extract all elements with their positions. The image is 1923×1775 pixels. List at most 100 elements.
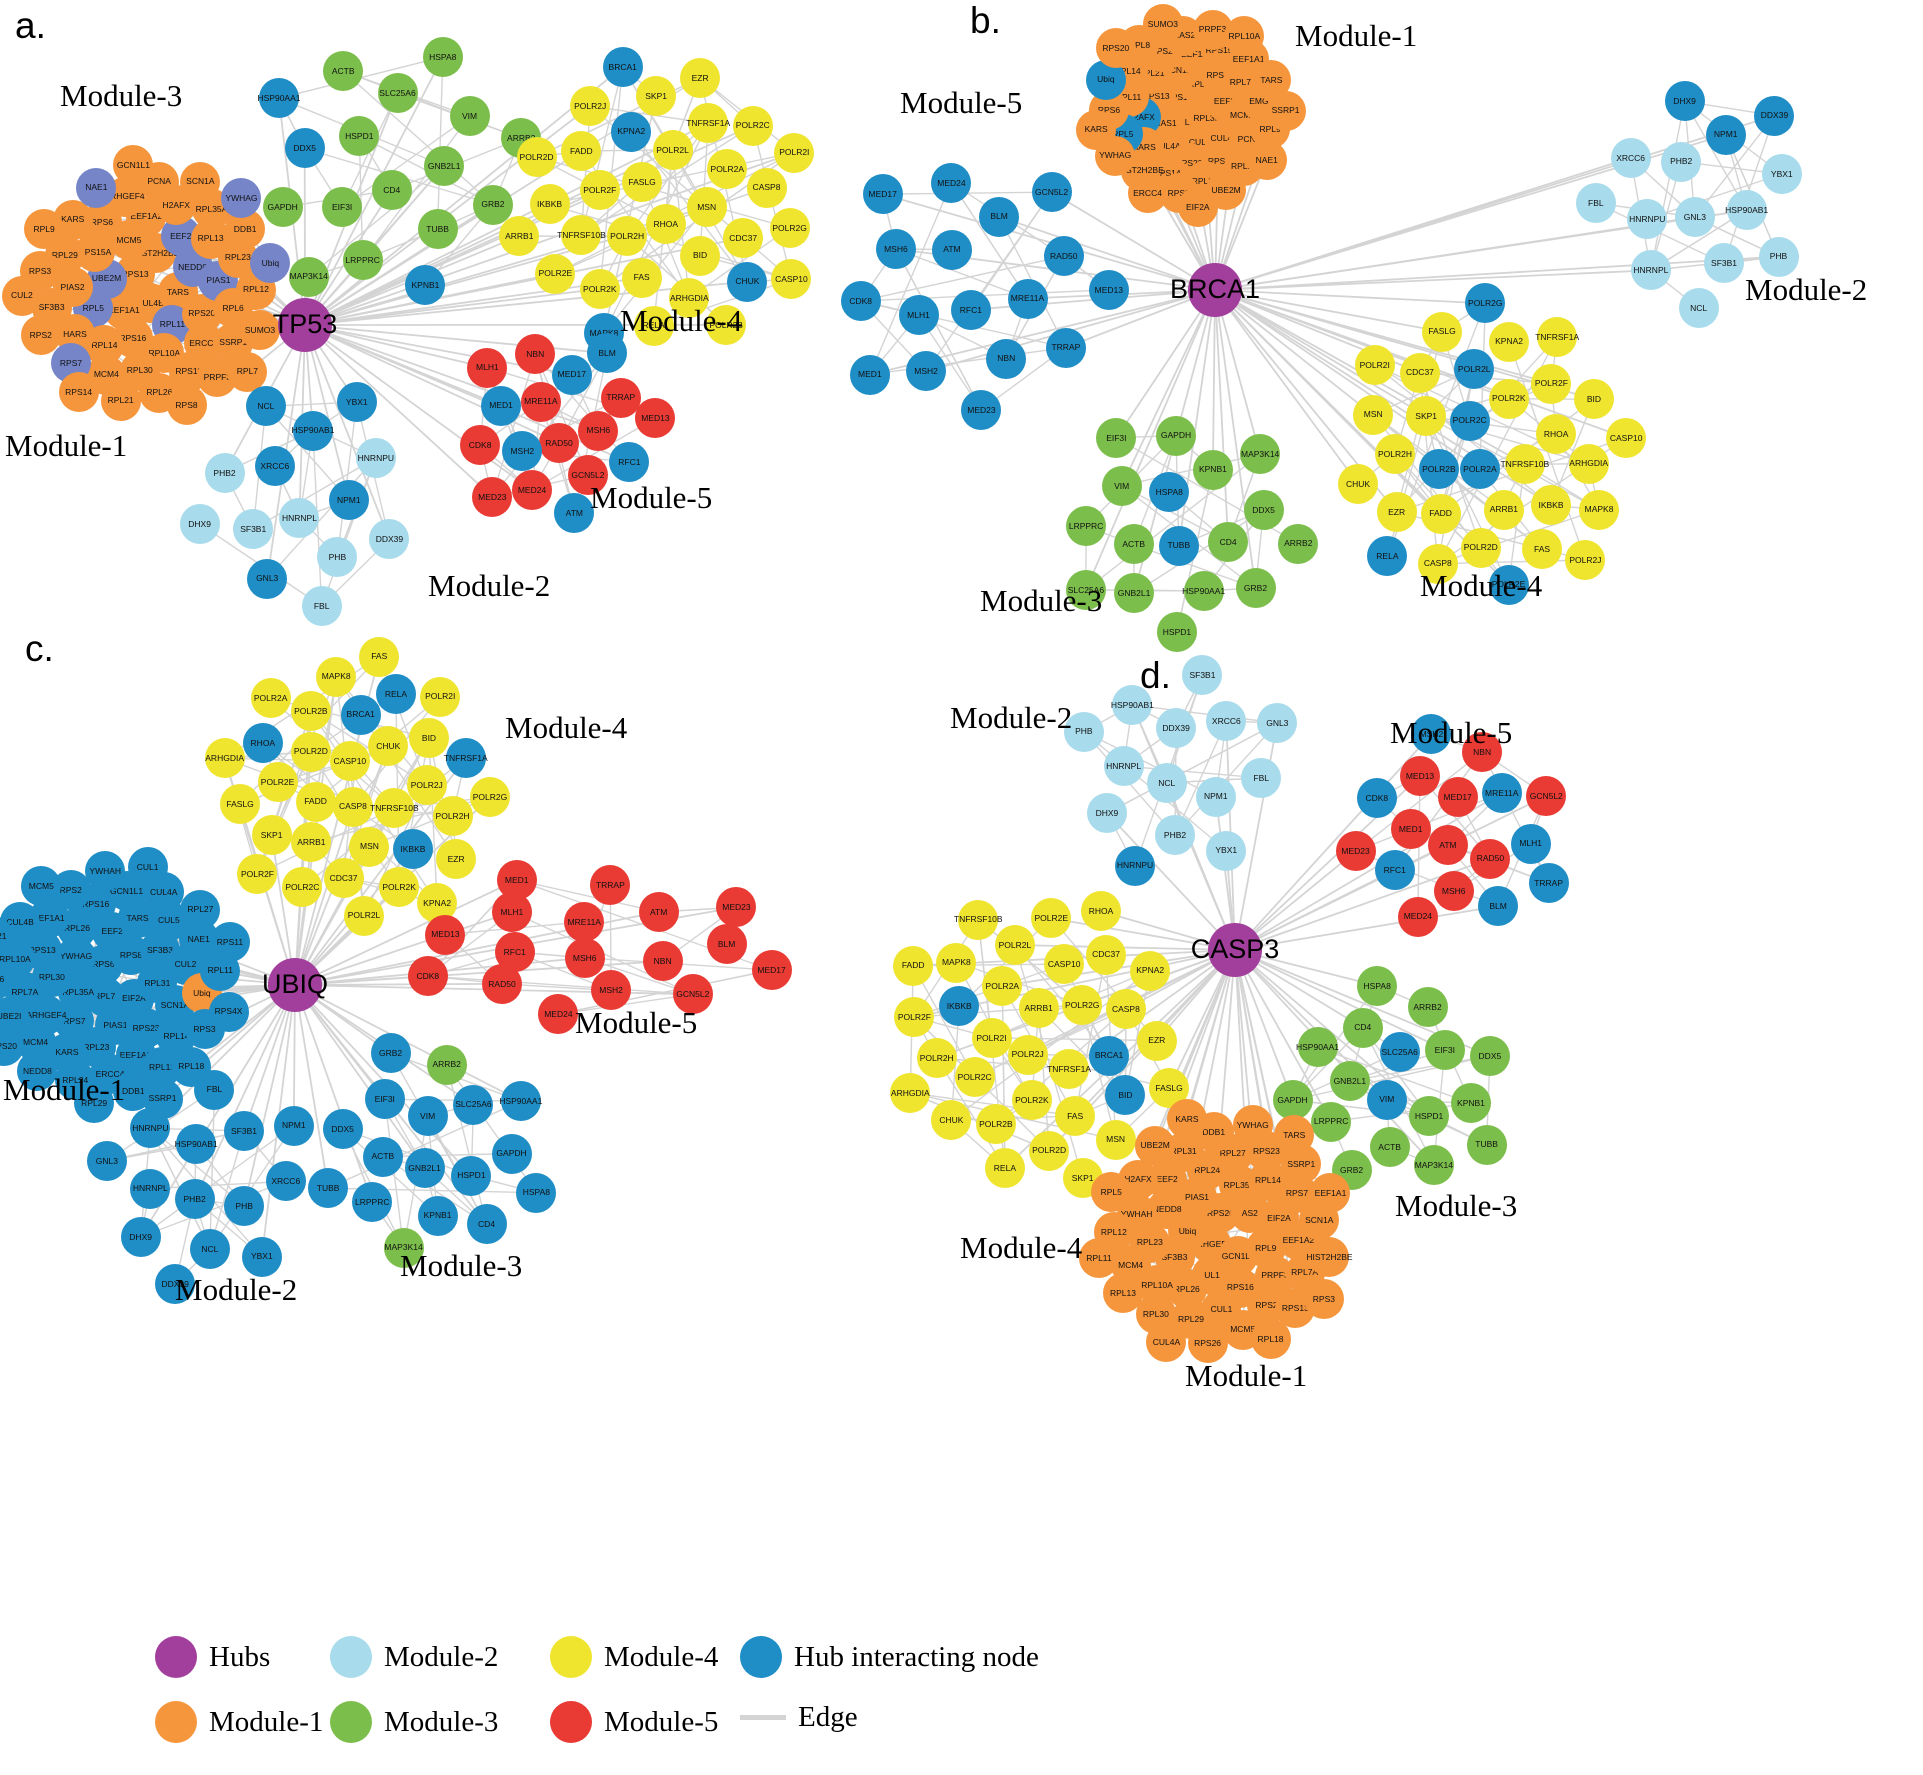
node-POLR2A[interactable]: POLR2A [982,965,1023,1006]
node-PHB[interactable]: PHB [224,1185,265,1226]
node-MED13[interactable]: MED13 [1399,756,1440,797]
node-POLR2C[interactable]: POLR2C [1449,400,1490,441]
node-XRCC6[interactable]: XRCC6 [265,1161,306,1202]
node-PHB2[interactable]: PHB2 [1155,815,1196,856]
node-RPS11[interactable]: RPS11 [209,921,250,962]
node-HNRNPU[interactable]: HNRNPU [130,1108,171,1149]
node-EZR[interactable]: EZR [1136,1020,1177,1061]
node-MSH2[interactable]: MSH2 [1411,714,1452,755]
node-SF3B1[interactable]: SF3B1 [223,1110,264,1151]
node-NBN[interactable]: NBN [1462,732,1503,773]
node-PHB2[interactable]: PHB2 [174,1179,215,1220]
node-POLR2G[interactable]: POLR2G [769,207,810,248]
node-POLR2F[interactable]: POLR2F [894,997,935,1038]
node-TNFRSF10B[interactable]: TNFRSF10B [1500,444,1549,485]
node-EZR[interactable]: EZR [680,57,721,98]
node-Ubiq[interactable]: Ubiq [250,243,291,284]
node-SKP1[interactable]: SKP1 [636,75,677,116]
node-KPNA2[interactable]: KPNA2 [1489,321,1530,362]
node-RPS4X[interactable]: RPS4X [208,991,249,1032]
node-GNL3[interactable]: GNL3 [86,1140,127,1181]
node-POLR2B[interactable]: POLR2B [975,1103,1016,1144]
node-POLR2I[interactable]: POLR2I [420,676,461,717]
node-LRPPRC[interactable]: LRPPRC [1066,506,1107,547]
node-POLR2J[interactable]: POLR2J [1565,540,1606,581]
node-POLR2K[interactable]: POLR2K [1011,1080,1052,1121]
node-POLR2F[interactable]: POLR2F [579,170,620,211]
node-TRRAP[interactable]: TRRAP [590,865,631,906]
node-ARRB1[interactable]: ARRB1 [1018,987,1059,1028]
node-KPNB1[interactable]: KPNB1 [1450,1083,1491,1124]
node-CASP8[interactable]: CASP8 [746,167,787,208]
node-MSN[interactable]: MSN [1095,1119,1136,1160]
node-CASP8[interactable]: CASP8 [332,786,373,827]
node-BID[interactable]: BID [680,235,721,276]
node-POLR2D[interactable]: POLR2D [1029,1130,1070,1171]
node-POLR2C[interactable]: POLR2C [732,105,773,146]
node-CD4[interactable]: CD4 [1208,522,1249,563]
node-EIF2A[interactable]: EIF2A [1177,187,1218,228]
node-SF3B1[interactable]: SF3B1 [1182,655,1223,696]
node-MLH1[interactable]: MLH1 [467,347,508,388]
node-GRB2[interactable]: GRB2 [1235,567,1276,608]
node-RPS20[interactable]: RPS20 [1095,27,1136,68]
node-RPS14[interactable]: RPS14 [58,372,99,413]
node-POLR2H[interactable]: POLR2H [432,795,473,836]
node-FBL[interactable]: FBL [194,1069,235,1110]
node-POLR2D[interactable]: POLR2D [1460,527,1501,568]
node-FADD[interactable]: FADD [561,130,602,171]
node-MLH1[interactable]: MLH1 [898,295,939,336]
node-KPNB1[interactable]: KPNB1 [1192,449,1233,490]
node-BLM[interactable]: BLM [1478,886,1519,927]
node-GNL3[interactable]: GNL3 [1257,702,1298,743]
node-TRRAP[interactable]: TRRAP [1045,327,1086,368]
node-ARRB1[interactable]: ARRB1 [291,822,332,863]
node-TNFRSF1A[interactable]: TNFRSF1A [686,103,730,144]
node-GCN5L2[interactable]: GCN5L2 [567,454,608,495]
node-RAD50[interactable]: RAD50 [1043,236,1084,277]
node-POLR2G[interactable]: POLR2G [470,777,511,818]
node-MED24[interactable]: MED24 [931,162,972,203]
node-EZR[interactable]: EZR [436,838,477,879]
node-BRCA1[interactable]: BRCA1 [340,694,381,735]
node-POLR2C[interactable]: POLR2C [954,1057,995,1098]
node-FBL[interactable]: FBL [1575,182,1616,223]
node-MAP3K14[interactable]: MAP3K14 [1240,434,1281,475]
node-TUBB[interactable]: TUBB [308,1168,349,1209]
node-POLR2E[interactable]: POLR2E [257,761,298,802]
node-POLR2H[interactable]: POLR2H [607,216,648,257]
node-EZR[interactable]: EZR [1376,491,1417,532]
node-UBE2M[interactable]: UBE2M [1206,170,1247,211]
node-ARRB1[interactable]: ARRB1 [1483,489,1524,530]
node-GAPDH[interactable]: GAPDH [1156,415,1196,456]
node-MED17[interactable]: MED17 [862,174,903,215]
node-RELA[interactable]: RELA [1367,536,1408,577]
node-FADD[interactable]: FADD [295,781,336,822]
node-DDX39[interactable]: DDX39 [1754,95,1795,136]
node-DHX9[interactable]: DHX9 [1664,81,1705,122]
node-FADD[interactable]: FADD [1420,493,1461,534]
node-YBX1[interactable]: YBX1 [336,382,377,423]
node-ARRB2[interactable]: ARRB2 [426,1044,467,1085]
node-DDX39[interactable]: DDX39 [1156,707,1197,748]
node-GCN5L2[interactable]: GCN5L2 [672,974,713,1015]
node-RELA[interactable]: RELA [375,674,416,715]
node-POLR2G[interactable]: POLR2G [1062,984,1103,1025]
node-CDC37[interactable]: CDC37 [1399,352,1440,393]
node-TUBB[interactable]: TUBB [1158,525,1199,566]
node-RFC1[interactable]: RFC1 [950,289,991,330]
node-CUL1[interactable]: CUL1 [127,846,168,887]
node-BLM[interactable]: BLM [979,196,1020,237]
node-HNRNPL[interactable]: HNRNPL [1103,745,1144,786]
node-NAE1[interactable]: NAE1 [76,167,117,208]
node-MED17[interactable]: MED17 [1437,777,1478,818]
node-DDX39[interactable]: DDX39 [369,519,410,560]
node-MED23[interactable]: MED23 [472,476,513,517]
node-HIST2H2BE[interactable]: HIST2H2BE [1306,1237,1353,1278]
node-NBN[interactable]: NBN [515,334,556,375]
node-CASP8[interactable]: CASP8 [1417,543,1458,584]
node-CUL4A[interactable]: CUL4A [1146,1321,1187,1362]
node-POLR2H[interactable]: POLR2H [916,1037,957,1078]
node-EIF3I[interactable]: EIF3I [1424,1029,1465,1070]
node-POLR2C[interactable]: POLR2C [282,867,323,908]
